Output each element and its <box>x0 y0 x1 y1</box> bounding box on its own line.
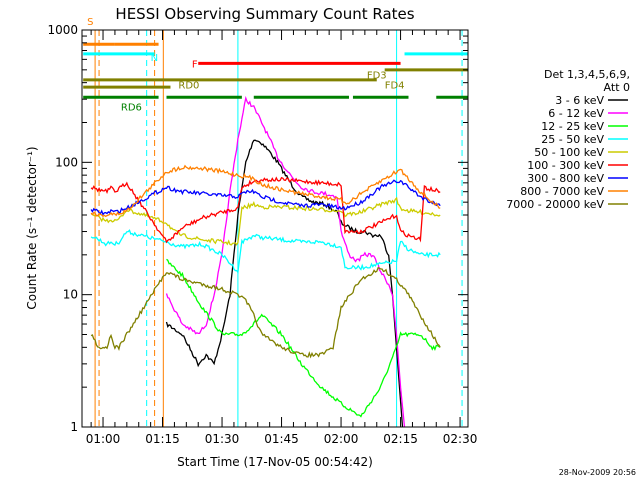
flag-label: N <box>151 53 158 64</box>
flag-label: FD4 <box>385 81 405 92</box>
x-tick-label: 02:00 <box>324 432 359 446</box>
legend-entry-label: 3 - 6 keV <box>555 94 604 107</box>
axes: 1 10 100 1000 01:00 01:15 01:30 01:45 02:00 02:15… <box>47 23 477 446</box>
series-line <box>90 164 441 218</box>
series-line <box>90 176 441 244</box>
x-tick-label: 01:15 <box>145 432 180 446</box>
timestamp: 28-Nov-2009 20:56 <box>559 468 636 477</box>
y-tick-label: 10 <box>63 288 78 302</box>
flag-label: F <box>192 59 198 70</box>
x-tick-label: 01:00 <box>86 432 121 446</box>
series-line <box>165 95 406 428</box>
legend-title-line: Att 0 <box>604 81 630 94</box>
x-tick-label: 01:45 <box>264 432 299 446</box>
x-tick-label: 02:30 <box>443 432 478 446</box>
flag-label: RD6 <box>121 103 142 114</box>
legend-entry-label: 25 - 50 keV <box>541 133 604 146</box>
y-tick-label: 1 <box>70 420 78 434</box>
legend-title-line: Det 1,3,4,5,6,9, <box>544 68 630 81</box>
series-line <box>90 179 441 216</box>
plot-frame <box>81 29 469 428</box>
x-tick-label: 01:30 <box>205 432 240 446</box>
flag-label: S <box>87 17 93 28</box>
y-axis-title: Count Rate (s⁻¹ detector⁻¹) <box>25 146 39 309</box>
flag-label: RD0 <box>178 80 199 91</box>
y-tick-label: 100 <box>55 155 78 169</box>
flag-label: FD3 <box>367 71 387 82</box>
series-line <box>90 267 441 359</box>
legend-entry-label: 100 - 300 keV <box>527 159 604 172</box>
legend-entry-label: 6 - 12 keV <box>548 107 604 120</box>
series-line <box>166 258 441 418</box>
series-line <box>90 229 441 275</box>
x-axis-title: Start Time (17-Nov-05 00:54:42) <box>177 455 373 469</box>
legend-entry-label: 300 - 800 keV <box>527 172 604 185</box>
series-line <box>165 139 404 428</box>
legend-entry-label: 12 - 25 keV <box>541 120 604 133</box>
chart-title: HESSI Observing Summary Count Rates <box>115 5 414 23</box>
x-tick-label: 02:15 <box>383 432 418 446</box>
legend-entry-label: 7000 - 20000 keV <box>506 198 604 211</box>
legend-entry-label: 800 - 7000 keV <box>520 185 604 198</box>
legend-entry-label: 50 - 100 keV <box>534 146 604 159</box>
y-tick-label: 1000 <box>47 23 78 37</box>
